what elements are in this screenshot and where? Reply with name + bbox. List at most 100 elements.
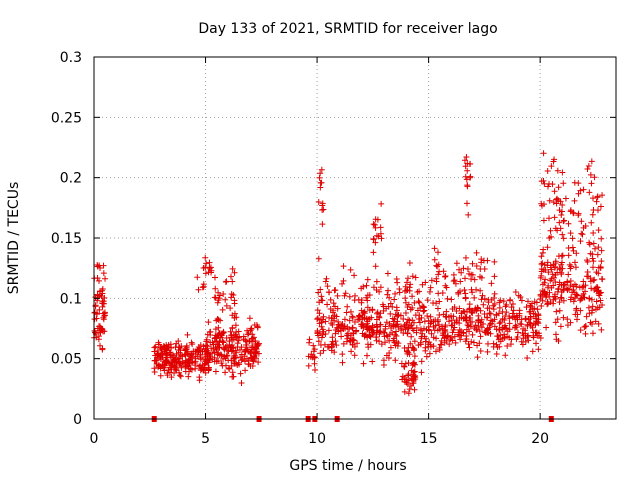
data-point bbox=[365, 344, 372, 351]
data-point bbox=[464, 167, 471, 174]
data-point bbox=[491, 301, 498, 308]
data-point bbox=[471, 294, 478, 301]
data-point bbox=[391, 316, 398, 323]
data-point bbox=[557, 294, 564, 301]
data-point bbox=[333, 313, 340, 320]
data-point bbox=[588, 285, 595, 292]
data-point bbox=[508, 336, 515, 343]
data-point bbox=[539, 292, 546, 299]
data-point bbox=[586, 189, 593, 196]
data-point bbox=[393, 328, 400, 335]
data-point bbox=[418, 369, 425, 376]
data-point bbox=[215, 295, 222, 302]
data-point bbox=[569, 244, 576, 251]
data-point bbox=[545, 300, 552, 307]
data-point bbox=[526, 319, 533, 326]
data-point bbox=[356, 313, 363, 320]
data-point bbox=[577, 297, 584, 304]
data-point bbox=[187, 352, 194, 359]
data-point bbox=[533, 315, 540, 322]
data-point bbox=[439, 325, 446, 332]
data-point bbox=[432, 316, 439, 323]
data-point bbox=[544, 259, 551, 266]
data-point bbox=[557, 323, 564, 330]
data-point bbox=[204, 356, 211, 363]
data-point bbox=[213, 358, 220, 365]
data-point bbox=[222, 279, 229, 286]
data-point bbox=[151, 357, 158, 364]
data-point bbox=[560, 235, 567, 242]
data-point bbox=[507, 296, 514, 303]
data-point bbox=[502, 303, 509, 310]
data-point bbox=[560, 297, 567, 304]
data-point bbox=[544, 244, 551, 251]
data-point bbox=[491, 316, 498, 323]
data-point bbox=[595, 270, 602, 277]
data-point bbox=[433, 278, 440, 285]
data-point bbox=[367, 341, 374, 348]
data-point bbox=[183, 363, 190, 370]
data-point bbox=[534, 306, 541, 313]
data-point bbox=[591, 174, 598, 181]
data-point bbox=[469, 289, 476, 296]
data-point bbox=[463, 335, 470, 342]
data-point bbox=[101, 328, 108, 335]
data-point bbox=[163, 359, 170, 366]
data-point bbox=[595, 227, 602, 234]
data-point bbox=[427, 343, 434, 350]
data-point bbox=[469, 318, 476, 325]
data-point bbox=[577, 327, 584, 334]
data-point bbox=[589, 320, 596, 327]
data-point bbox=[543, 324, 550, 331]
data-point bbox=[463, 317, 470, 324]
data-point bbox=[202, 360, 209, 367]
data-point bbox=[226, 366, 233, 373]
data-point bbox=[167, 369, 174, 376]
data-point bbox=[395, 324, 402, 331]
data-point bbox=[248, 325, 255, 332]
data-point bbox=[332, 286, 339, 293]
data-point bbox=[320, 347, 327, 354]
data-point bbox=[401, 388, 408, 395]
data-point bbox=[219, 339, 226, 346]
data-point bbox=[595, 244, 602, 251]
data-point bbox=[157, 372, 164, 379]
data-point bbox=[594, 251, 601, 258]
data-point bbox=[231, 297, 238, 304]
data-point bbox=[592, 318, 599, 325]
data-point bbox=[222, 296, 229, 303]
data-point bbox=[335, 321, 342, 328]
data-point bbox=[554, 316, 561, 323]
data-point bbox=[588, 158, 595, 165]
data-point bbox=[331, 317, 338, 324]
data-point bbox=[403, 287, 410, 294]
data-point bbox=[440, 268, 447, 275]
data-point bbox=[469, 260, 476, 267]
data-point bbox=[406, 259, 413, 266]
data-point bbox=[341, 316, 348, 323]
data-point bbox=[172, 354, 179, 361]
data-point bbox=[411, 346, 418, 353]
data-point bbox=[566, 261, 573, 268]
axis-ticks: 0 0.05 0.1 0.15 0.2 0.25 0.3 0 5 10 15 20 bbox=[51, 50, 616, 447]
data-point bbox=[380, 329, 387, 336]
data-point bbox=[362, 331, 369, 338]
data-point bbox=[221, 346, 228, 353]
data-point bbox=[373, 286, 380, 293]
data-point bbox=[209, 339, 216, 346]
data-point bbox=[434, 249, 441, 256]
data-point bbox=[167, 349, 174, 356]
data-point bbox=[340, 263, 347, 270]
y-axis-label: SRMTID / TECUs bbox=[6, 182, 22, 295]
data-point bbox=[402, 309, 409, 316]
data-point bbox=[366, 291, 373, 298]
data-point bbox=[552, 331, 559, 338]
data-point bbox=[316, 310, 323, 317]
data-point bbox=[484, 348, 491, 355]
data-point bbox=[205, 319, 212, 326]
data-point bbox=[497, 332, 504, 339]
data-point bbox=[351, 352, 358, 359]
data-point bbox=[425, 317, 432, 324]
data-point bbox=[577, 238, 584, 245]
data-point bbox=[595, 320, 602, 327]
